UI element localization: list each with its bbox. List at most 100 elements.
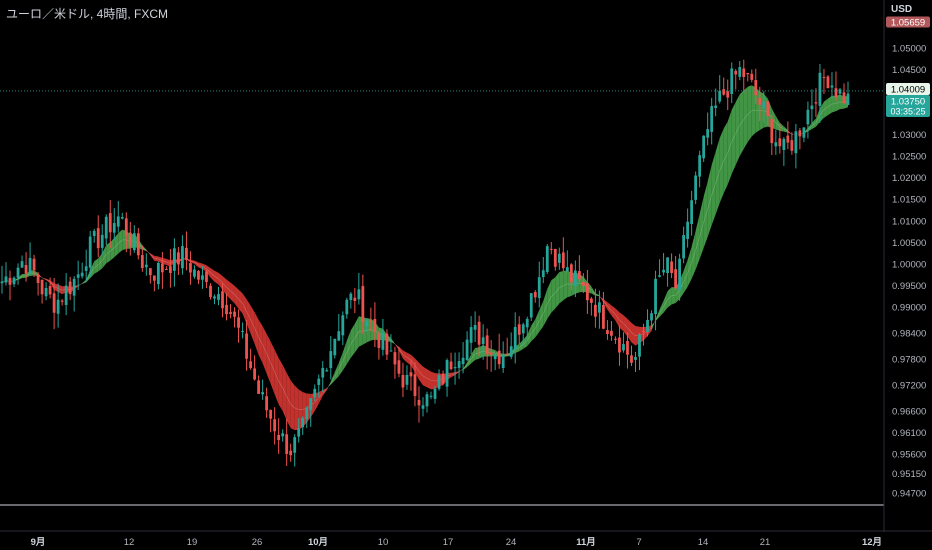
ribbon-segment [206, 265, 211, 278]
time-tick-label: 14 [698, 537, 709, 548]
candle [197, 270, 200, 285]
candle [682, 226, 686, 264]
candle-body [20, 261, 24, 268]
candle-body [381, 332, 385, 350]
ribbon-segment [274, 349, 279, 405]
candle [160, 251, 164, 289]
candle [810, 89, 814, 124]
candle-body [253, 368, 256, 380]
candle-body [76, 274, 80, 278]
candle [325, 367, 329, 372]
ribbon-segment [563, 270, 568, 301]
candle [702, 135, 706, 162]
currency-label: USD [891, 4, 913, 15]
candle [489, 340, 493, 372]
ribbon-segment [523, 334, 528, 349]
candle [32, 254, 36, 278]
candle [357, 272, 361, 305]
ribbon-segment [715, 138, 720, 215]
price-tick-label: 1.01000 [892, 216, 926, 227]
ribbon-segment [402, 350, 407, 363]
ribbon-segment [695, 214, 700, 270]
candle [16, 263, 20, 285]
ribbon-segment [258, 319, 263, 364]
candle-body [8, 277, 12, 285]
candle-body [233, 311, 236, 317]
candle [245, 319, 248, 371]
ribbon-segment [246, 299, 251, 334]
ribbon-segment [250, 305, 255, 344]
ribbon-segment [615, 308, 620, 328]
ribbon-segment [290, 380, 295, 431]
candle-body [229, 312, 232, 315]
candle [634, 351, 637, 373]
ribbon-segment [270, 341, 275, 395]
candle-body [489, 352, 493, 355]
candle [44, 282, 48, 301]
candle [694, 171, 698, 205]
ribbon-segment [735, 94, 740, 165]
candle-body [618, 337, 621, 353]
ribbon-segment [234, 285, 239, 309]
candle [8, 270, 12, 301]
candle-body [245, 333, 248, 359]
ribbon-segment [791, 133, 796, 135]
ribbon-segment [531, 319, 536, 342]
candle [217, 286, 220, 306]
candle [602, 291, 605, 330]
candle [594, 288, 597, 328]
candle-body [329, 351, 333, 369]
candle [285, 418, 289, 466]
candle [734, 69, 738, 90]
price-tick-label: 1.05000 [892, 44, 926, 55]
candle [128, 221, 132, 256]
price-tick-label: 1.02000 [892, 173, 926, 184]
candle [690, 190, 694, 236]
ribbon-segment [815, 108, 820, 127]
ribbon-segment [739, 90, 744, 157]
ribbon-segment [414, 358, 419, 380]
candle [477, 315, 481, 357]
candle [60, 299, 64, 306]
candle [497, 333, 501, 369]
candle-body [786, 135, 790, 143]
ribbon-segment [655, 309, 660, 322]
candle [24, 252, 28, 282]
candle [124, 212, 128, 253]
candle [88, 230, 92, 278]
time-tick-label: 10月 [308, 537, 328, 548]
ribbon-segment [431, 371, 436, 390]
ribbon-segment [346, 330, 351, 365]
candle [738, 61, 742, 81]
candle [485, 328, 489, 370]
ribbon-segment [78, 283, 83, 287]
price-tick-label: 0.97200 [892, 380, 926, 391]
ribbon-segment [286, 372, 291, 429]
price-tick-label: 1.04500 [892, 65, 926, 76]
candle [798, 127, 802, 150]
candle-body [782, 138, 786, 150]
candle-body [602, 305, 605, 329]
candle-body [822, 76, 826, 78]
ribbon-segment [42, 277, 47, 281]
candle [261, 379, 265, 400]
candle-body [313, 388, 317, 398]
ribbon-segment [342, 340, 347, 371]
candle [201, 266, 204, 289]
ribbon-segment [811, 118, 816, 130]
candle-body [265, 396, 269, 411]
ribbon-segment [535, 309, 540, 338]
candle-body [333, 338, 337, 356]
countdown-text: 03:35:25 [890, 107, 925, 117]
candle-body [521, 324, 525, 334]
candle-body [16, 267, 20, 278]
time-tick-label: 12 [124, 537, 135, 548]
candle [802, 127, 806, 143]
candle [52, 278, 56, 330]
ribbon-segment [338, 352, 343, 377]
candle-body [794, 131, 798, 154]
candle-body [136, 233, 140, 256]
time-axis[interactable]: 9月 12 19 26 10月 10 17 24 11月 7 14 21 12月 [31, 537, 882, 548]
ribbon-segment [294, 385, 299, 431]
